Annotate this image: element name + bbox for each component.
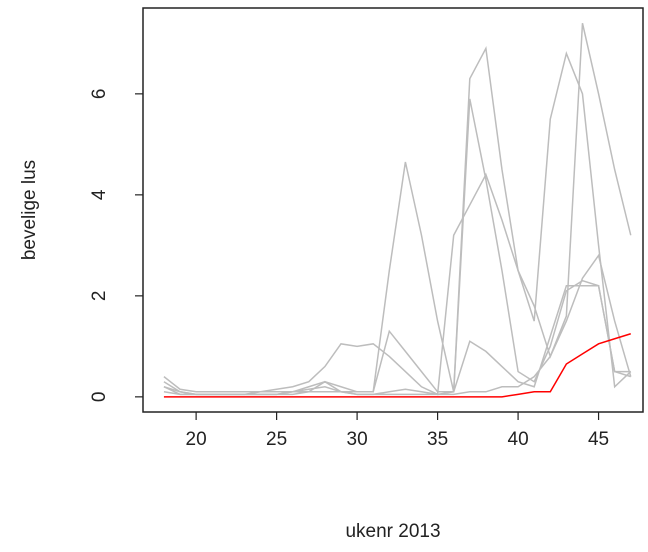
x-tick-label: 20	[186, 429, 207, 450]
series-line	[163, 98, 631, 396]
y-tick-label: 6	[89, 89, 110, 100]
y-tick-label: 4	[89, 189, 110, 200]
x-tick-label: 35	[427, 429, 448, 450]
y-tick-label: 0	[89, 392, 110, 403]
series-line	[163, 285, 631, 396]
x-tick-label: 40	[508, 429, 529, 450]
series-line	[163, 253, 632, 396]
series-line	[163, 333, 631, 398]
x-tick-label: 30	[347, 429, 368, 450]
x-axis-label: ukenr 2013	[345, 521, 440, 542]
plot-box	[142, 7, 644, 413]
x-tick-label: 45	[588, 429, 609, 450]
y-tick-label: 2	[89, 291, 110, 302]
y-axis-label: bevelige lus	[19, 160, 40, 260]
x-tick-label: 25	[266, 429, 287, 450]
